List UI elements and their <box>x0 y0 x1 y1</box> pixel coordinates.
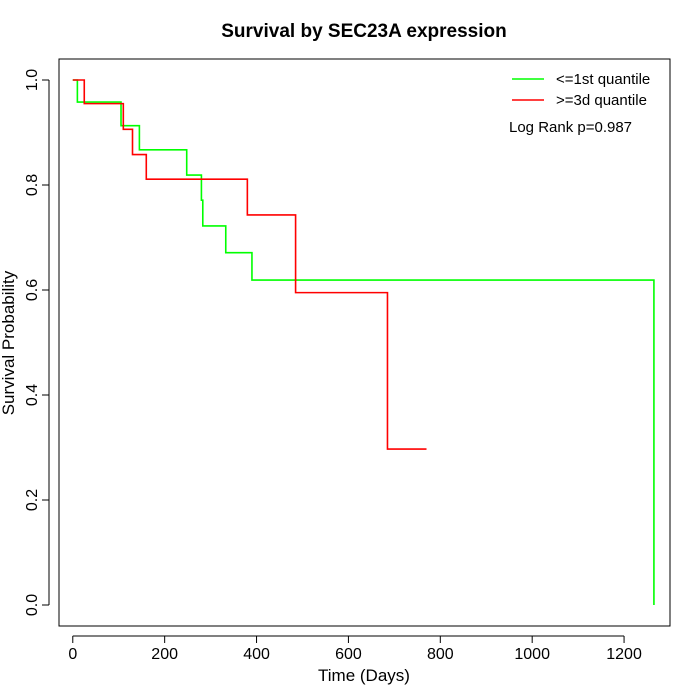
chart-title: Survival by SEC23A expression <box>221 21 506 42</box>
x-tick-label: 1200 <box>606 646 642 663</box>
y-tick-label: 1.0 <box>24 69 41 91</box>
series-layer <box>72 79 655 605</box>
y-tick-label: 0.6 <box>24 279 41 301</box>
y-tick-label: 0.2 <box>24 489 41 511</box>
x-tick-label: 800 <box>427 646 454 663</box>
x-axis-label: Time (Days) <box>318 666 410 685</box>
x-tick-label: 400 <box>243 646 270 663</box>
y-axis: 0.0 0.2 0.4 0.6 0.8 1.0 <box>24 69 50 616</box>
x-axis: 0 200 400 600 800 1000 1200 <box>68 635 642 663</box>
legend-label-1: <=1st quantile <box>556 71 650 88</box>
y-tick-label: 0.0 <box>24 594 41 616</box>
legend: <=1st quantile >=3d quantile <box>512 71 650 109</box>
series-line-1 <box>72 79 655 605</box>
x-tick-label: 1000 <box>514 646 550 663</box>
x-tick-label: 0 <box>68 646 77 663</box>
plot-frame <box>58 58 671 627</box>
log-rank-annotation: Log Rank p=0.987 <box>509 119 632 136</box>
x-tick-label: 600 <box>335 646 362 663</box>
x-tick-label: 200 <box>151 646 178 663</box>
y-axis-label: Survival Probability <box>0 270 18 415</box>
y-tick-label: 0.4 <box>24 384 41 406</box>
y-tick-label: 0.8 <box>24 174 41 196</box>
series-line-2 <box>72 79 427 450</box>
legend-label-2: >=3d quantile <box>556 92 647 109</box>
